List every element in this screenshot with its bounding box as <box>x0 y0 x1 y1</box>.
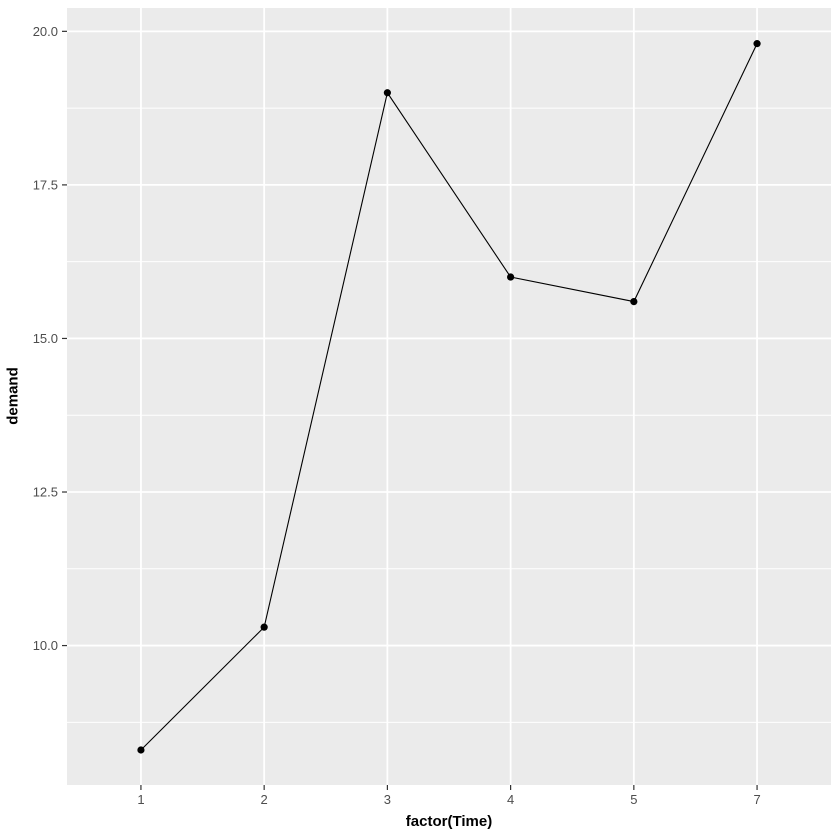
data-point <box>507 273 515 281</box>
y-tick-label: 20.0 <box>33 24 58 39</box>
x-axis-title: factor(Time) <box>405 813 493 830</box>
data-point <box>260 623 268 631</box>
y-axis-title: demand <box>4 367 22 425</box>
x-tick-label: 3 <box>384 792 391 807</box>
x-tick-label: 5 <box>630 792 637 807</box>
x-tick-label: 1 <box>137 792 144 807</box>
x-tick-label: 2 <box>261 792 268 807</box>
data-point <box>753 40 761 48</box>
x-tick-label: 7 <box>753 792 760 807</box>
plot-panel <box>67 8 831 785</box>
data-line <box>140 43 758 751</box>
data-point <box>137 746 145 754</box>
y-tick-label: 17.5 <box>33 177 58 192</box>
y-tick-label: 12.5 <box>33 485 58 500</box>
data-point <box>630 298 638 306</box>
data-point <box>383 89 391 97</box>
y-tick-label: 10.0 <box>33 638 58 653</box>
x-tick-label: 4 <box>507 792 514 807</box>
y-tick-label: 15.0 <box>33 331 58 346</box>
